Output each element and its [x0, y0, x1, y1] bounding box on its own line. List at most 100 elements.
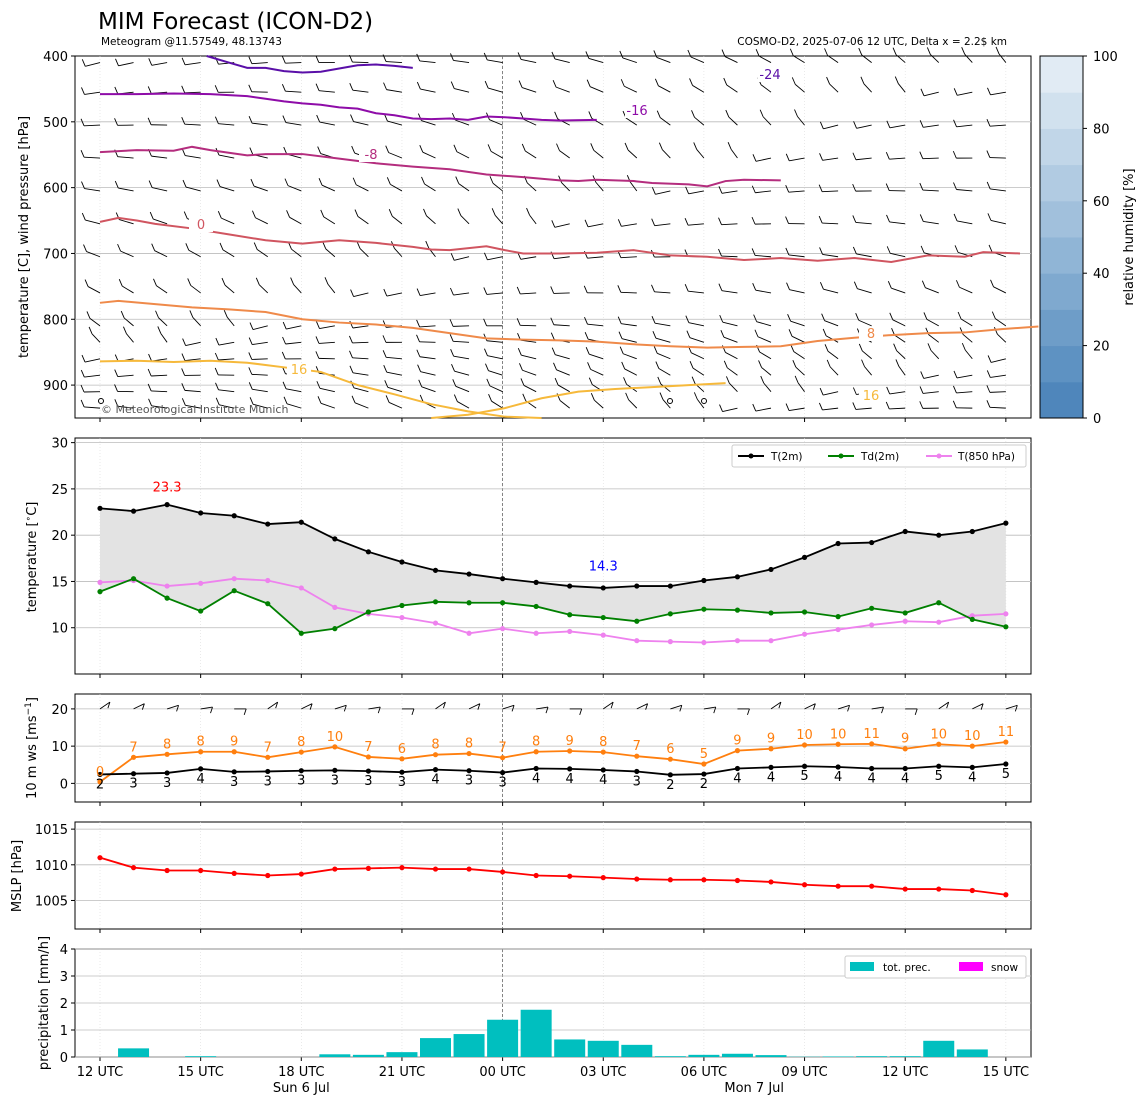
wind-barb-flag	[123, 327, 126, 334]
wind-barb-flag	[156, 311, 159, 318]
wind-value-label: 4	[968, 770, 976, 785]
wind-barb-staff	[629, 400, 637, 408]
wind-barb-staff	[895, 335, 906, 342]
wind-barb-flag	[794, 109, 797, 116]
wind-barb-staff	[352, 342, 368, 343]
wind-barb-flag	[894, 344, 897, 351]
wind-barb-flag	[927, 47, 930, 54]
wind-barb-staff	[793, 56, 804, 63]
wind-barb-flag	[718, 249, 721, 256]
wind-barb-flag	[349, 336, 352, 343]
wind-barb-flag	[921, 89, 924, 96]
wind-barb-flag	[249, 338, 252, 345]
wind-barb-staff	[856, 408, 872, 409]
series-td2m-point	[466, 600, 471, 605]
wind-barb-flag	[586, 51, 589, 58]
wind-barb-flag	[451, 349, 454, 356]
wind-barb-staff	[520, 325, 536, 326]
precip-bar	[655, 1056, 686, 1057]
colorbar-band	[1040, 56, 1083, 93]
wind-barb-flag	[325, 277, 328, 284]
wind-barb-staff	[795, 84, 804, 92]
precip-bar	[521, 1010, 552, 1057]
wind-barb-flag	[820, 282, 823, 289]
wind-barb-staff	[587, 257, 603, 258]
colorbar-label: relative humidity [%]	[1122, 168, 1137, 305]
wind-barb-staff	[722, 224, 738, 225]
series-gust-point	[903, 746, 908, 751]
wind-barb-flag	[211, 707, 213, 713]
colorbar-band	[1040, 382, 1083, 419]
series-mean-wind-point	[936, 764, 941, 769]
wind-barb-flag	[351, 115, 354, 122]
isotherm-label: 8	[867, 327, 875, 342]
wind-barb-staff	[656, 338, 670, 342]
wind-barb-staff	[755, 255, 771, 256]
series-t850-point	[936, 620, 941, 625]
wind-barb-staff	[252, 374, 268, 375]
wind-barb-flag	[759, 360, 762, 367]
wind-barb-flag	[378, 707, 380, 713]
wind-barb-staff	[729, 383, 737, 391]
wind-barb-flag	[953, 401, 956, 408]
wind-barb-flag	[188, 278, 191, 285]
wind-barb-staff	[320, 388, 335, 391]
wind-barb-flag	[519, 363, 522, 370]
y-tick-label: 800	[43, 313, 68, 328]
wind-barb-flag	[384, 289, 387, 296]
wind-barb-staff	[925, 288, 938, 293]
wind-barb-flag	[726, 110, 729, 117]
wind-barb-flag	[349, 351, 352, 358]
wind-barb-flag	[553, 80, 556, 87]
wind-barb-flag	[456, 177, 459, 184]
wind-value-label: 4	[197, 772, 205, 787]
series-gust-point	[802, 742, 807, 747]
time-tick-label: 06 UTC	[681, 1065, 727, 1080]
wind-barb-staff	[422, 387, 436, 392]
isotherm-line	[100, 147, 781, 186]
time-tick-label: 12 UTC	[77, 1065, 123, 1080]
wind-barb-staff	[621, 292, 637, 293]
wind-barb-staff	[487, 356, 502, 359]
series-mean-wind-point	[634, 769, 639, 774]
time-tick-label: 09 UTC	[781, 1065, 827, 1080]
wind-barb-staff	[355, 403, 368, 408]
wind-barb-staff	[957, 375, 972, 378]
series-td2m-point	[232, 588, 237, 593]
wind-barb-staff	[688, 291, 704, 293]
wind-barb-staff	[457, 152, 469, 158]
wind-barb-flag	[417, 82, 420, 89]
series-mean-wind-point	[198, 766, 203, 771]
wind-barb-flag	[527, 208, 530, 215]
wind-barb-flag	[958, 312, 961, 319]
wind-barb-staff	[624, 86, 637, 92]
y-tick-label: 500	[43, 116, 68, 131]
series-td2m-point	[768, 610, 773, 615]
series-t850-point	[232, 576, 237, 581]
wind-barb-flag	[921, 371, 924, 378]
wind-barb-staff	[555, 59, 570, 63]
legend-label-td2m: Td(2m)	[860, 451, 899, 463]
series-td2m-point	[601, 615, 606, 620]
wind-barb-flag	[485, 364, 488, 371]
precip-bar	[386, 1052, 417, 1057]
wind-barb-flag	[148, 118, 151, 125]
wind-barb-flag	[988, 355, 991, 362]
series-t2m-point	[299, 520, 304, 525]
wind-barb-staff	[622, 339, 637, 343]
y-tick-label: 20	[51, 529, 68, 544]
gust-value-label: 10	[830, 727, 847, 742]
series-t850-point	[701, 640, 706, 645]
wind-barb-staff	[522, 88, 536, 93]
wind-barb-flag	[249, 85, 252, 92]
precip-bar	[722, 1054, 753, 1057]
wind-barb-staff	[822, 191, 838, 192]
wind-barb-flag	[624, 377, 627, 384]
wind-barb-flag	[660, 393, 663, 400]
wind-barb-staff	[797, 116, 804, 125]
wind-barb-staff	[352, 358, 368, 359]
wind-barb-flag	[254, 243, 257, 250]
wind-barb-flag	[318, 396, 321, 403]
